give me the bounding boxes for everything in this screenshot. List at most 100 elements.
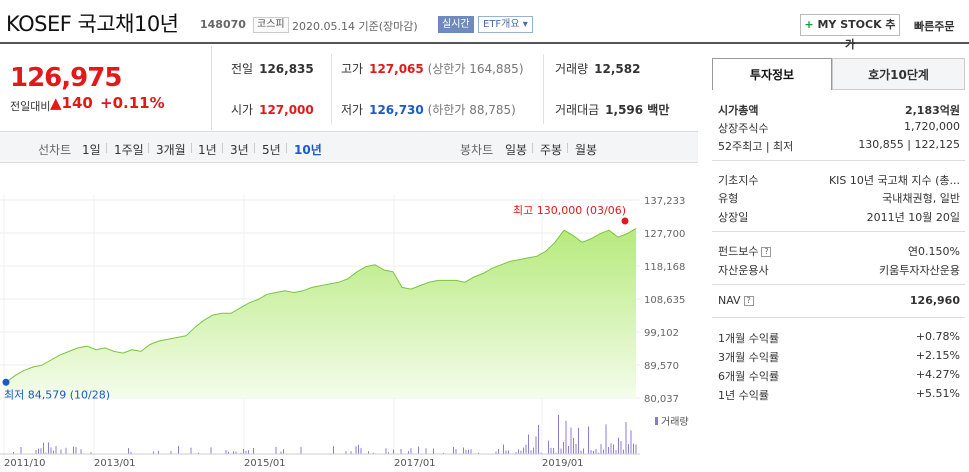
return-value: +4.27% [915,368,960,381]
return-label: 1개월 수익률 [718,332,780,345]
high-stat: 고가 127,065 (상한가 164,885) [341,60,524,77]
volume-bar [605,424,607,454]
tab-investment-info[interactable]: 투자정보 [712,58,832,90]
volume-bar [235,451,237,454]
tab-1year[interactable]: 1년 [198,143,217,157]
tab-separator [567,143,568,153]
tab-separator [191,143,192,153]
volume-bar [368,451,369,454]
tab-10year[interactable]: 10년 [294,143,322,157]
volume-bar [393,449,394,454]
prev-close-label: 전일 [231,62,254,76]
nav-row: NAV? 126,960 [718,292,962,310]
info-row: 상장일 2011년 10월 20일 [718,207,962,225]
change-value: ▲140 [50,94,93,112]
volume-bar [433,448,434,454]
volume-bar [600,444,602,454]
x-tick-label: 2019/01 [542,458,584,469]
volume-bar [178,446,179,454]
open-label: 시가 [231,103,254,117]
info-label: 기초지수 [718,174,759,187]
info-row: 시가총액 2,183억원 [718,100,962,118]
volume-bar [503,444,504,454]
volume-bar [225,450,227,454]
realtime-button[interactable]: 실시간 [438,16,474,33]
tab-3month[interactable]: 3개월 [156,143,186,157]
upper-limit: (상한가 164,885) [427,62,524,76]
etf-overview-label: ETF개요 [483,19,520,30]
quick-order-link[interactable]: 빠른주문 [914,20,955,33]
volume-bar [358,444,359,454]
tab-1week[interactable]: 1주일 [114,143,144,157]
candle-chart-tab[interactable]: 봉차트 [460,143,494,157]
volume-bar [568,446,569,454]
tab-weekly-candle[interactable]: 주봉 [540,143,563,157]
volume-bar [400,449,402,454]
low-label: 저가 [341,103,364,117]
volume-bar [468,449,469,454]
volume-bar [373,452,374,454]
volume-bar [573,438,574,454]
help-icon[interactable]: ? [743,296,754,306]
divider [712,284,965,285]
y-tick-label: 137,233 [644,196,685,207]
info-value: 2011년 10월 20일 [866,211,960,224]
return-value: +2.15% [915,349,960,362]
volume-bar [40,448,42,454]
volume-bar [283,449,284,454]
info-label: 시가총액 [718,104,759,117]
high-label: 고가 [341,62,364,76]
volume-bar [80,449,82,454]
volume-bar [540,452,542,454]
volume-bar [130,451,132,454]
tab-daily-candle[interactable]: 일봉 [505,143,528,157]
volume-bar [50,447,52,454]
price-area [6,228,636,398]
chevron-down-icon: ▾ [522,19,528,30]
volume-bar [198,452,199,454]
tab-3year[interactable]: 3년 [230,143,249,157]
volume-bar [560,448,562,454]
low-value: 126,730 [369,103,424,117]
tab-1day[interactable]: 1일 [82,143,101,157]
y-tick-label: 118,168 [644,262,685,273]
return-label: 6개월 수익률 [718,370,780,383]
volume-bar [528,434,529,454]
volume-bar [300,446,302,454]
add-mystock-label: MY STOCK 추가 [817,18,896,51]
volume-bar [75,446,77,454]
info-label: 52주최고 | 최저 [718,140,794,153]
y-axis-ticks: 137,233 127,700 118,168 108,635 99,102 89,570… [644,196,685,405]
volume-bar [608,446,609,454]
volume-bar [275,447,277,454]
return-row: 1개월 수익률 +0.78% [718,328,962,346]
divider [543,54,544,124]
volume-bar [128,448,129,454]
tab-order-book[interactable]: 호가10단계 [832,58,965,90]
y-tick-label: 89,570 [644,361,679,372]
amount-stat: 거래대금 1,596 백만 [555,101,669,118]
plus-icon: + [804,18,814,31]
price-chart: 137,233 127,700 118,168 108,635 99,102 89,570… [0,194,689,469]
market-badge: 코스피 [253,17,289,33]
help-icon[interactable]: ? [761,247,772,257]
add-mystock-button[interactable]: + MY STOCK 추가 [800,14,900,51]
volume-bar [43,442,44,454]
volume-bar [570,427,572,454]
info-row: 상장주식수 1,720,000 [718,118,962,136]
line-chart-tab[interactable]: 선차트 [38,143,72,157]
tab-monthly-candle[interactable]: 월봉 [575,143,598,157]
y-tick-label: 80,037 [644,394,679,405]
volume-bar [575,444,577,454]
volume-bar [520,450,522,454]
tab-5year[interactable]: 5년 [262,143,281,157]
volume-bar [530,450,532,454]
tab-separator [254,143,255,153]
volume-bar [158,450,159,454]
volume-bar [170,451,172,454]
info-value: 2,183억원 [904,104,960,117]
volume-bar [333,446,334,454]
volume-bar [443,452,444,454]
etf-overview-dropdown[interactable]: ETF개요 ▾ [478,16,533,33]
price-summary: 126,975 전일대비 ▲140 +0.11% [0,46,212,130]
